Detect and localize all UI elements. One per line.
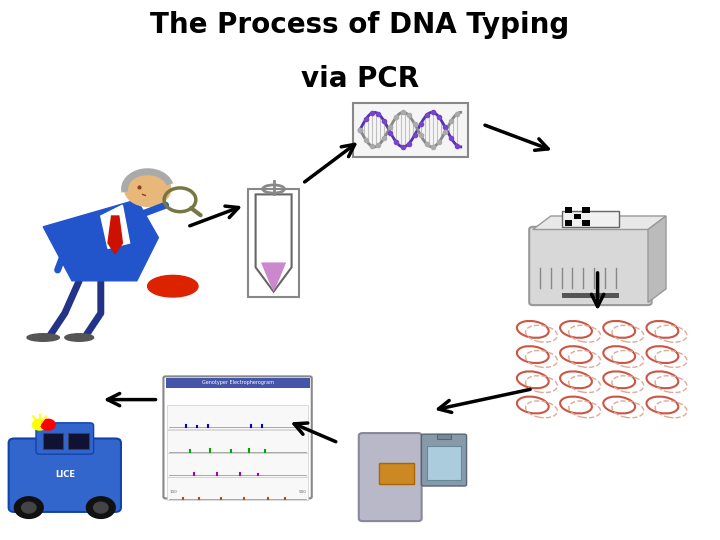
Ellipse shape xyxy=(65,334,94,341)
Bar xyxy=(562,293,619,298)
Polygon shape xyxy=(108,216,122,254)
Bar xyxy=(562,211,619,227)
Text: 500: 500 xyxy=(298,490,306,494)
FancyBboxPatch shape xyxy=(529,227,652,305)
Bar xyxy=(353,103,468,157)
Polygon shape xyxy=(101,205,130,248)
Bar xyxy=(565,220,572,226)
FancyBboxPatch shape xyxy=(9,438,121,512)
Bar xyxy=(565,207,572,213)
Bar xyxy=(582,207,590,213)
Circle shape xyxy=(94,502,108,513)
FancyBboxPatch shape xyxy=(163,376,312,498)
Polygon shape xyxy=(43,200,158,281)
Bar xyxy=(68,433,89,449)
Bar xyxy=(582,220,590,226)
Bar xyxy=(167,430,308,453)
FancyBboxPatch shape xyxy=(36,423,94,454)
Ellipse shape xyxy=(148,275,198,297)
Polygon shape xyxy=(533,216,666,229)
Bar xyxy=(43,433,63,449)
Bar xyxy=(166,378,310,388)
Bar xyxy=(379,463,414,484)
Bar xyxy=(427,446,461,480)
Bar xyxy=(167,477,308,500)
Circle shape xyxy=(14,497,43,518)
Bar xyxy=(167,454,308,477)
FancyBboxPatch shape xyxy=(359,433,422,521)
Circle shape xyxy=(32,419,47,430)
Circle shape xyxy=(125,172,171,206)
Polygon shape xyxy=(261,262,287,292)
Text: 100: 100 xyxy=(169,490,177,494)
Circle shape xyxy=(22,502,36,513)
FancyBboxPatch shape xyxy=(421,434,467,486)
Ellipse shape xyxy=(27,334,59,341)
Bar xyxy=(437,434,451,438)
Text: The Process of DNA Typing: The Process of DNA Typing xyxy=(150,11,570,39)
Circle shape xyxy=(86,497,115,518)
Polygon shape xyxy=(648,216,666,302)
Text: LICE: LICE xyxy=(55,470,75,480)
Bar xyxy=(574,214,581,219)
Circle shape xyxy=(41,419,55,430)
Bar xyxy=(248,189,299,297)
Bar xyxy=(167,406,308,429)
Text: Genotyper Electropherogram: Genotyper Electropherogram xyxy=(202,380,274,386)
Text: via PCR: via PCR xyxy=(301,65,419,93)
Polygon shape xyxy=(256,194,292,292)
